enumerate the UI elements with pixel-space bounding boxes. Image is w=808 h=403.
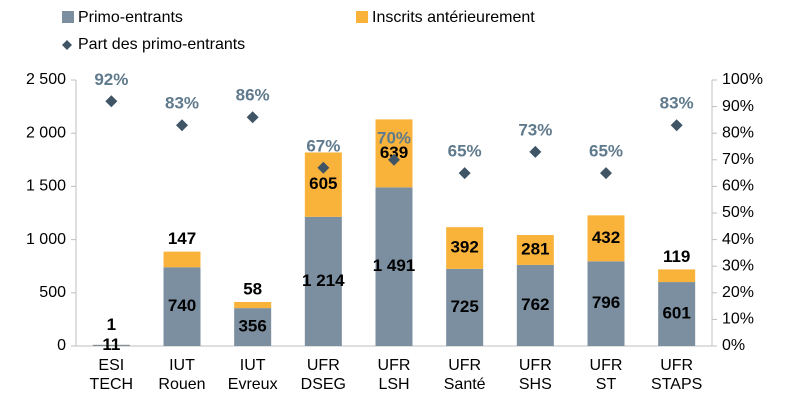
bar (516, 264, 554, 346)
y-tick-label: 1 000 (26, 231, 66, 248)
bar-label: 58 (243, 279, 262, 298)
y-tick-label: 2 000 (26, 124, 66, 141)
x-tick-label: Evreux (228, 376, 278, 393)
bar (375, 119, 413, 188)
bar (516, 235, 554, 265)
marker-label: 86% (236, 86, 270, 105)
bar (163, 251, 201, 268)
bar (234, 308, 272, 346)
marker (600, 167, 612, 180)
y2-tick-label: 10% (722, 311, 754, 328)
x-tick-label: SHS (519, 376, 552, 393)
bar-label: 639 (380, 143, 408, 162)
bar-label: 11 (102, 335, 120, 354)
marker-label: 70% (377, 128, 411, 147)
bar-label: 605 (309, 174, 337, 193)
legend-label: Part des primo-entrants (78, 36, 245, 53)
x-tick-label: DSEG (301, 376, 346, 393)
y2-tick-label: 20% (722, 284, 754, 301)
bar-label: 762 (521, 295, 549, 314)
y2-tick-label: 0% (722, 337, 745, 354)
marker-label: 73% (518, 120, 552, 139)
x-tick-label: ESI (98, 357, 124, 374)
bar-label: 1 (107, 315, 116, 334)
y2-tick-label: 80% (722, 124, 754, 141)
x-tick-label: IUT (240, 357, 266, 374)
x-tick-label: LSH (378, 376, 409, 393)
bar-label: 601 (662, 304, 690, 323)
bar-label: 740 (168, 296, 196, 315)
bar (587, 215, 625, 262)
x-tick-label: Santé (444, 376, 486, 393)
legend-label: Primo-entrants (78, 9, 183, 26)
x-tick-label: UFR (307, 357, 340, 374)
bar-label: 1 214 (302, 271, 345, 290)
legend-swatch (356, 11, 368, 23)
y2-tick-label: 90% (722, 98, 754, 115)
bar-label: 281 (521, 239, 549, 258)
bar (587, 261, 625, 346)
bar-label: 432 (592, 228, 620, 247)
y2-tick-label: 50% (722, 204, 754, 221)
x-tick-label: ST (596, 376, 617, 393)
marker-label: 83% (165, 94, 199, 113)
x-tick-label: TECH (90, 376, 134, 393)
y2-tick-label: 40% (722, 231, 754, 248)
bar-label: 119 (663, 247, 690, 266)
marker (529, 145, 542, 158)
x-tick-label: UFR (448, 357, 481, 374)
marker (317, 161, 330, 174)
legend-swatch (62, 40, 72, 50)
bar (375, 187, 413, 346)
bar-label: 725 (450, 297, 478, 316)
marker (246, 111, 259, 124)
marker-label: 65% (589, 142, 623, 161)
bar-label: 356 (238, 317, 266, 336)
marker-label: 83% (660, 94, 694, 113)
bar-label: 147 (168, 229, 196, 248)
bar (163, 267, 201, 346)
marker (458, 167, 471, 180)
marker-label: 92% (94, 70, 128, 89)
y-tick-label: 1 500 (26, 178, 66, 195)
marker (105, 95, 118, 108)
x-tick-label: UFR (519, 357, 552, 374)
x-tick-label: IUT (169, 357, 195, 374)
marker (388, 153, 400, 166)
y-tick-label: 0 (57, 337, 66, 354)
bar (304, 216, 342, 346)
marker-label: 65% (448, 142, 482, 161)
y2-tick-label: 30% (722, 257, 754, 274)
x-tick-label: UFR (378, 357, 411, 374)
marker (670, 119, 683, 132)
bar (658, 269, 696, 283)
y2-tick-label: 100% (722, 71, 763, 88)
marker (176, 119, 188, 132)
y2-tick-label: 70% (722, 151, 754, 168)
y-tick-label: 500 (39, 284, 66, 301)
y-tick-label: 2 500 (26, 71, 66, 88)
x-tick-label: UFR (660, 357, 693, 374)
legend-swatch (62, 11, 74, 23)
x-tick-label: STAPS (651, 376, 702, 393)
bar (658, 282, 696, 346)
marker-label: 67% (306, 136, 340, 155)
x-tick-label: Rouen (158, 376, 205, 393)
x-tick-label: UFR (590, 357, 623, 374)
bar-label: 1 491 (373, 256, 416, 275)
legend-label: Inscrits antérieurement (372, 9, 535, 26)
bar-label: 392 (450, 237, 478, 256)
bar (446, 227, 484, 269)
bar-label: 796 (592, 293, 620, 312)
bar (446, 268, 484, 346)
y2-tick-label: 60% (722, 178, 754, 195)
bar (92, 344, 130, 346)
bar (234, 301, 272, 309)
